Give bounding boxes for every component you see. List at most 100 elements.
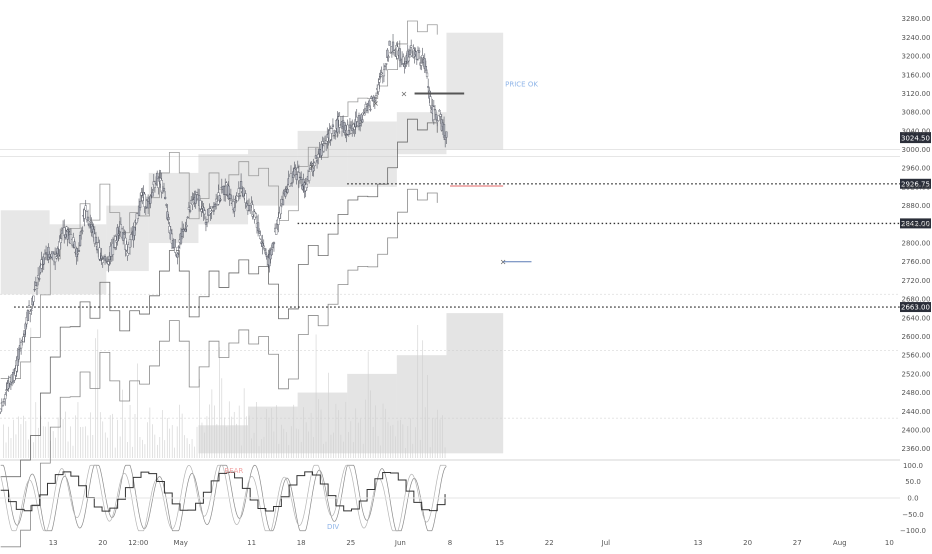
candle [55,256,58,259]
candle [317,154,320,159]
candle [63,227,66,236]
candle [308,171,311,181]
candle [78,234,82,246]
candle [387,56,390,58]
candle [38,278,41,280]
time-tick-label: May [173,539,187,547]
candle [294,167,297,169]
candle [57,254,60,257]
price-tick-label: 2360.00 [902,445,931,453]
candle [99,259,102,262]
price-tick-label: 3120.00 [902,90,931,98]
candle [126,252,129,256]
cross-marker: × [308,162,315,171]
time-tick-label: 25 [346,539,355,547]
candle [188,209,192,212]
candle [258,231,261,234]
candle [133,227,136,236]
candle [425,72,429,77]
candle [284,191,287,197]
candle [65,226,68,231]
candle [244,193,247,203]
candle [427,86,430,88]
candle [76,253,79,255]
candle [194,194,197,204]
candle [213,204,217,207]
price-tick-label: 2720.00 [902,277,931,285]
oscillator-slow [0,464,447,532]
candle [407,56,410,62]
candle [369,108,372,111]
candle [321,141,324,144]
candle [33,289,36,291]
candle [310,162,313,165]
price-tick-label: 2840.00 [902,221,931,229]
oscillator-step [0,471,446,512]
candle [314,155,318,159]
candle [437,115,440,121]
candle [239,181,243,190]
candle [122,232,125,241]
candle [117,233,120,236]
candle [17,349,20,360]
candle [408,49,412,55]
price-tick-label: 2760.00 [902,258,931,266]
candle [140,192,143,196]
candle [227,185,230,199]
candle [315,159,319,163]
candle [305,183,308,188]
price-tick-label: 3200.00 [902,53,931,61]
candle [391,41,395,53]
time-tick-label: 13 [49,539,58,547]
candle [4,394,7,400]
candle [300,177,303,180]
candle [330,128,333,134]
time-tick-label: 15 [495,539,504,547]
last-price-tag [900,132,931,144]
oscillator-tick-label: 50.0 [905,478,921,486]
oscillator-axis: 100.0 50.0 0.0 −50.0 −100.0 [900,462,926,535]
candle [439,114,442,117]
candle [211,206,214,208]
candle [436,120,439,122]
candle [289,173,293,184]
candle [295,174,298,180]
range-box [198,425,249,454]
candle [137,205,141,216]
time-tick-label: 10 [885,539,894,547]
candle [389,52,392,54]
time-tick-label: Aug [833,539,847,547]
candle [374,95,378,98]
candle [348,124,352,128]
oscillator-mark: BEAR [224,467,243,475]
price-tick-label: 2680.00 [902,296,931,304]
value-area-box [446,32,504,150]
candle [424,66,428,71]
price-tick-label: 2600.00 [902,333,931,341]
candle [107,261,110,265]
candle [100,255,103,259]
candle [167,217,170,220]
candle [204,221,208,225]
candle [144,207,147,209]
candle [345,134,348,136]
candle [151,192,154,197]
candle [368,100,371,106]
candle [237,188,240,194]
last-price-label: 3024.50 [901,135,930,143]
candle [39,265,42,273]
candle [0,408,2,413]
candle [361,119,364,123]
candle [338,116,341,128]
candle [23,330,26,335]
candle [30,309,33,311]
candle [89,221,92,223]
time-tick-label: 18 [297,539,306,547]
range-box [248,406,298,454]
candle [312,162,315,172]
price-tick-label: 2800.00 [902,240,931,248]
candle [210,210,213,213]
time-tick-label: 22 [545,539,554,547]
